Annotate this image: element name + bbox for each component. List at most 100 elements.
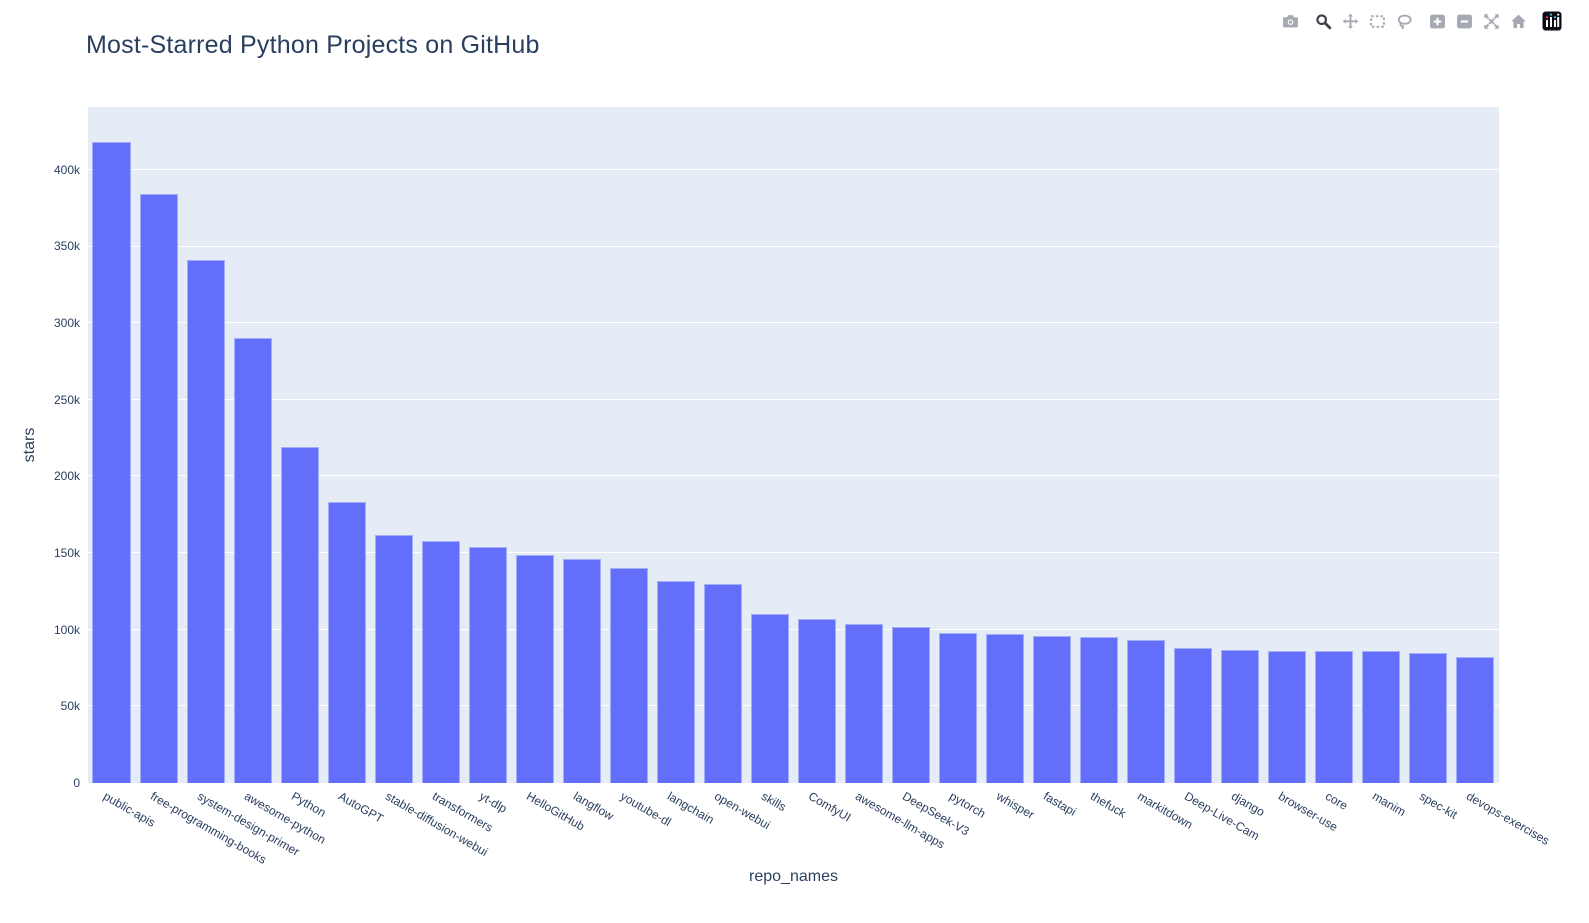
gridline xyxy=(88,398,1499,400)
zoom-out-button[interactable] xyxy=(1451,10,1478,32)
plotly-logo-button[interactable] xyxy=(1538,10,1565,32)
bar-slot xyxy=(935,107,982,783)
bar-slot xyxy=(88,107,135,783)
bar-slot xyxy=(1405,107,1452,783)
bar-stable-diffusion-webui[interactable] xyxy=(374,534,413,783)
bar-browser-use[interactable] xyxy=(1268,651,1307,783)
x-tick-label: ComfyUI xyxy=(806,789,854,825)
bar-slot xyxy=(1264,107,1311,783)
y-tick-label: 50k xyxy=(60,699,80,714)
bar-slot xyxy=(1029,107,1076,783)
x-tick-label: youtube-dl xyxy=(617,789,674,830)
download-plot-button[interactable] xyxy=(1277,10,1304,32)
bar-thefuck[interactable] xyxy=(1080,637,1119,783)
gridline xyxy=(88,475,1499,477)
bar-slot xyxy=(370,107,417,783)
bar-manim[interactable] xyxy=(1362,651,1401,783)
lasso-select-button[interactable] xyxy=(1391,10,1418,32)
y-tick-label: 150k xyxy=(53,546,80,561)
y-tick-label: 250k xyxy=(53,392,80,407)
bar-fastapi[interactable] xyxy=(1033,635,1072,783)
magnifier-icon xyxy=(1315,13,1332,30)
bar-slot xyxy=(982,107,1029,783)
bar-Python[interactable] xyxy=(280,447,319,783)
bar-AutoGPT[interactable] xyxy=(327,502,366,783)
bar-slot xyxy=(464,107,511,783)
bar-slot xyxy=(229,107,276,783)
bar-skills[interactable] xyxy=(750,614,789,783)
bar-langchain[interactable] xyxy=(656,580,695,783)
bar-public-apis[interactable] xyxy=(92,142,131,783)
bar-open-webui[interactable] xyxy=(703,583,742,783)
bar-spec-kit[interactable] xyxy=(1409,652,1448,783)
x-tick-label: manim xyxy=(1370,789,1409,820)
bar-slot xyxy=(276,107,323,783)
bar-slot xyxy=(323,107,370,783)
bar-ComfyUI[interactable] xyxy=(797,618,837,783)
reset-axes-button[interactable] xyxy=(1505,10,1532,32)
bar-DeepSeek-V3[interactable] xyxy=(892,626,931,783)
y-tick-label: 300k xyxy=(53,316,80,331)
gridline xyxy=(88,245,1499,247)
camera-icon xyxy=(1282,13,1299,30)
bar-slot xyxy=(888,107,935,783)
y-tick-label: 100k xyxy=(53,622,80,637)
bar-whisper[interactable] xyxy=(986,634,1025,783)
pan-button[interactable] xyxy=(1337,10,1364,32)
bar-slot xyxy=(746,107,793,783)
gridline xyxy=(88,705,1499,707)
y-tick-label: 350k xyxy=(53,239,80,254)
bar-awesome-python[interactable] xyxy=(233,338,272,783)
bar-pytorch[interactable] xyxy=(939,632,978,783)
bar-slot xyxy=(841,107,888,783)
bar-free-programming-books[interactable] xyxy=(139,194,178,783)
home-icon xyxy=(1510,13,1527,30)
bar-slot xyxy=(652,107,699,783)
modebar xyxy=(1277,10,1565,32)
dashed-box-icon xyxy=(1369,13,1386,30)
bar-yt-dlp[interactable] xyxy=(468,546,507,783)
bar-Deep-Live-Cam[interactable] xyxy=(1174,648,1213,783)
x-axis-title: repo_names xyxy=(749,868,838,885)
bar-slot xyxy=(1452,107,1499,783)
bar-slot xyxy=(1358,107,1405,783)
x-tick-label: public-apis xyxy=(100,789,158,830)
bar-core[interactable] xyxy=(1315,651,1354,783)
plot-area[interactable] xyxy=(88,107,1499,783)
expand-icon xyxy=(1483,13,1500,30)
x-tick-label: spec-kit xyxy=(1417,789,1461,822)
y-axis-title: stars xyxy=(21,427,38,463)
pan-arrows-icon xyxy=(1342,13,1359,30)
bar-slot xyxy=(1076,107,1123,783)
x-tick-label: core xyxy=(1323,789,1351,813)
zoom-in-button[interactable] xyxy=(1424,10,1451,32)
y-tick-label: 200k xyxy=(53,469,80,484)
x-tick-label: whisper xyxy=(994,789,1037,822)
bar-awesome-llm-apps[interactable] xyxy=(844,623,884,783)
bar-slot xyxy=(1170,107,1217,783)
bar-slot xyxy=(1311,107,1358,783)
bar-slot xyxy=(1123,107,1170,783)
bar-devops-exercises[interactable] xyxy=(1456,657,1495,783)
bar-slot xyxy=(793,107,840,783)
autoscale-button[interactable] xyxy=(1478,10,1505,32)
x-tick-label: yt-dlp xyxy=(476,789,510,816)
x-tick-label: langchain xyxy=(664,789,717,827)
y-axis-ticks: 0 50k 100k 150k 200k 250k 300k 350k 400k xyxy=(0,107,84,790)
bar-system-design-primer[interactable] xyxy=(186,260,225,783)
x-tick-label: devops-exercises xyxy=(1464,789,1553,848)
bar-markitdown[interactable] xyxy=(1127,640,1166,783)
bar-transformers[interactable] xyxy=(421,540,460,783)
bar-youtube-dl[interactable] xyxy=(609,568,648,783)
chart-title: Most-Starred Python Projects on GitHub xyxy=(86,31,540,59)
bar-django[interactable] xyxy=(1221,649,1260,783)
bar-langflow[interactable] xyxy=(562,559,601,783)
plotly-logo-icon xyxy=(1542,11,1562,31)
bar-HelloGitHub[interactable] xyxy=(515,554,554,783)
gridline xyxy=(88,322,1499,324)
gridline xyxy=(88,168,1499,170)
minus-square-icon xyxy=(1456,13,1473,30)
box-select-button[interactable] xyxy=(1364,10,1391,32)
zoom-button[interactable] xyxy=(1310,10,1337,32)
bar-slot xyxy=(1217,107,1264,783)
